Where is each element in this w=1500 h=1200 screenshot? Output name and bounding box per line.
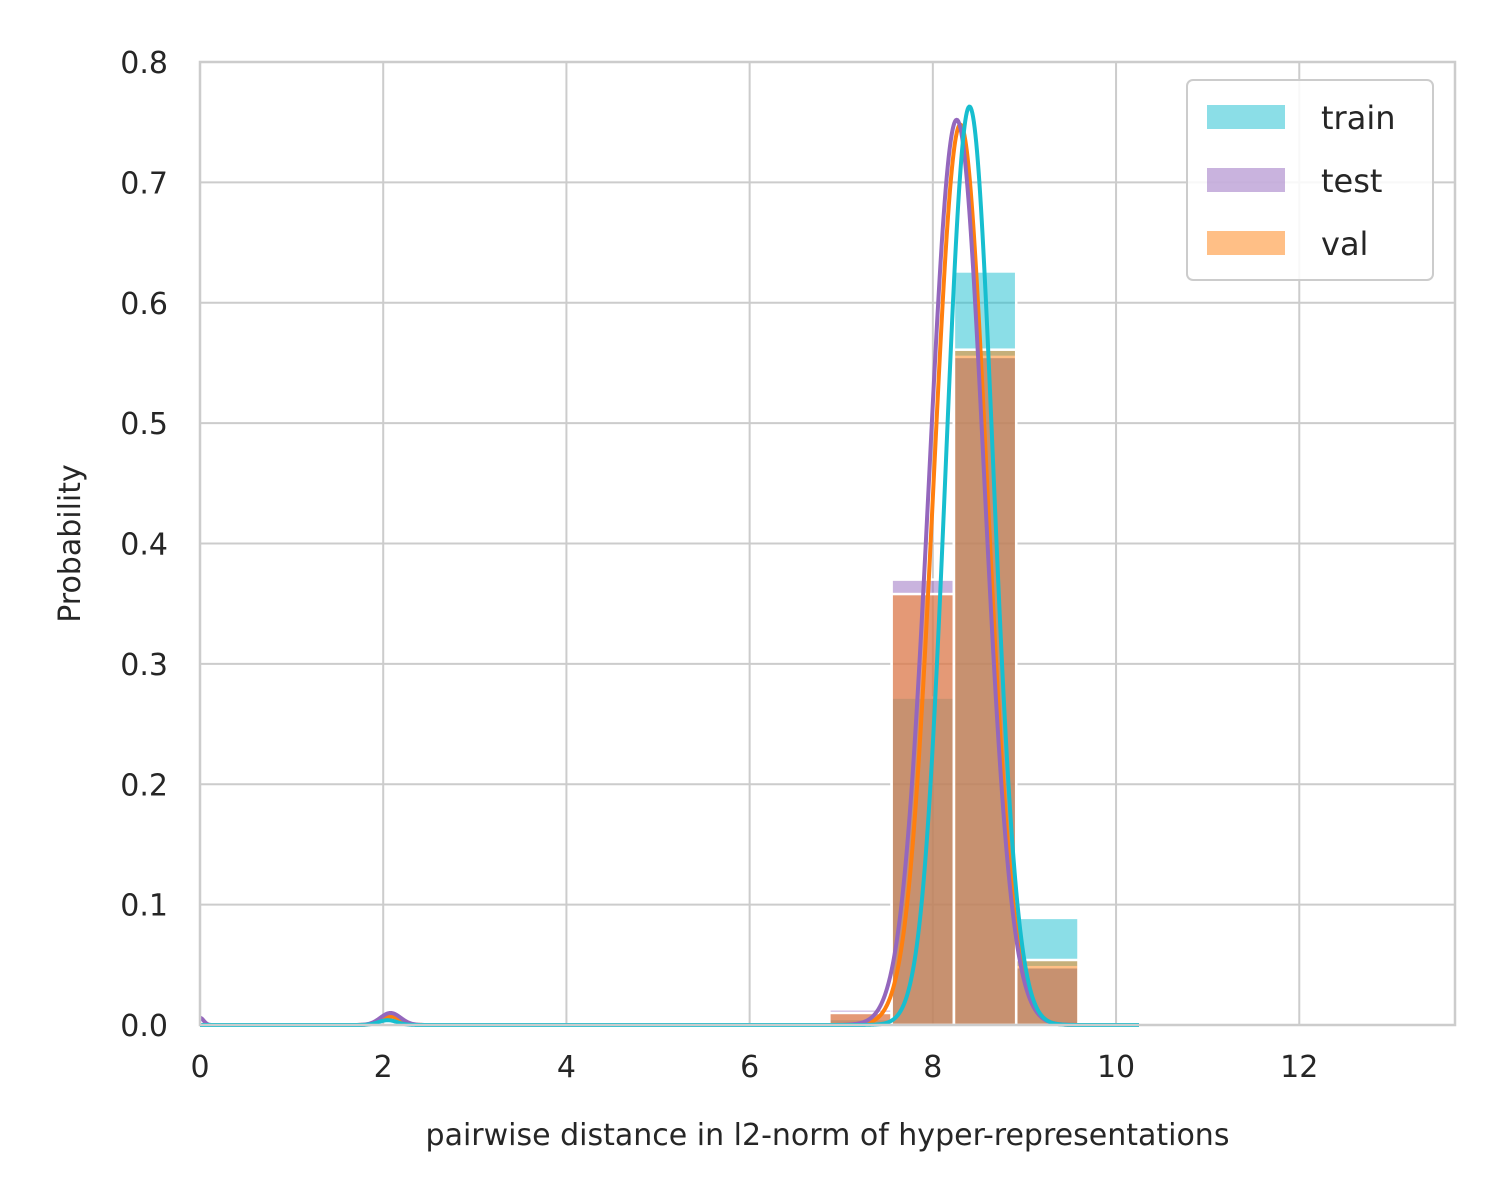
x-tick-label: 6 (740, 1050, 759, 1085)
x-tick-label: 4 (557, 1050, 576, 1085)
y-tick-label: 0.0 (120, 1009, 168, 1044)
histogram-bars (828, 270, 1080, 1027)
legend-swatch-test (1207, 168, 1285, 192)
legend-label-test: test (1321, 162, 1382, 200)
grid-lines (199, 61, 1455, 1026)
x-tick-label: 12 (1280, 1050, 1318, 1085)
legend-label-train: train (1321, 99, 1395, 137)
y-tick-label: 0.2 (120, 768, 168, 803)
legend-box (1186, 79, 1434, 281)
x-axis-label: pairwise distance in l2-norm of hyper-re… (426, 1118, 1230, 1153)
x-tick-label: 10 (1097, 1050, 1135, 1085)
legend: train test val (1186, 79, 1434, 281)
y-tick-label: 0.8 (120, 46, 168, 81)
y-tick-label: 0.6 (120, 287, 168, 322)
x-tick-labels: 0 2 4 6 8 10 12 (190, 1050, 1318, 1085)
x-tick-label: 8 (923, 1050, 942, 1085)
x-tick-label: 0 (190, 1050, 209, 1085)
histogram-bar-val (952, 348, 1018, 1027)
x-tick-label: 2 (374, 1050, 393, 1085)
y-tick-label: 0.7 (120, 166, 168, 201)
y-axis-label: Probability (53, 464, 88, 623)
y-tick-label: 0.3 (120, 648, 168, 683)
y-tick-labels: 0.0 0.1 0.2 0.3 0.4 0.5 0.6 0.7 0.8 (120, 46, 168, 1044)
legend-swatch-val (1207, 231, 1285, 255)
y-tick-label: 0.5 (120, 407, 168, 442)
y-tick-label: 0.4 (120, 528, 168, 563)
plot-frame (198, 60, 1457, 1027)
y-tick-label: 0.1 (120, 889, 168, 924)
legend-swatch-train (1207, 105, 1285, 129)
legend-label-val: val (1321, 225, 1368, 263)
